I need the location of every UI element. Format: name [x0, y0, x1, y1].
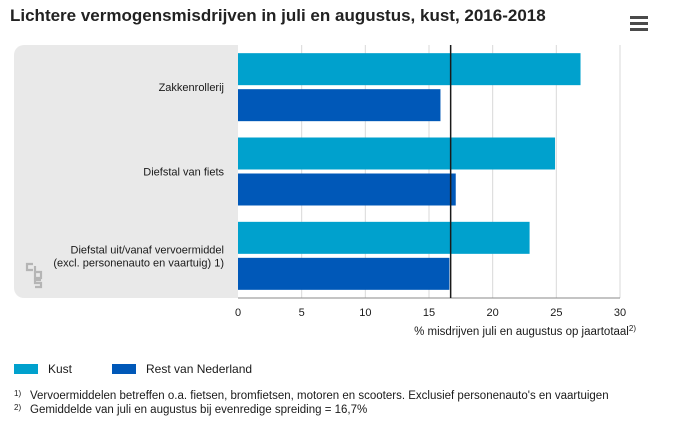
- legend-swatch-rest: [112, 364, 137, 374]
- chart-title: Lichtere vermogensmisdrijven in juli en …: [10, 6, 546, 25]
- bar-kust: [238, 221, 530, 254]
- footnote-1: 1) Vervoermiddelen betreffen o.a. fietse…: [14, 389, 609, 403]
- x-tick-label: 30: [614, 307, 626, 319]
- x-tick-label: 10: [359, 307, 371, 319]
- x-tick-label: 15: [423, 307, 435, 319]
- x-tick-label: 25: [550, 307, 562, 319]
- bar-rest: [238, 173, 456, 206]
- bar-rest: [238, 257, 450, 290]
- cbs-logo-icon: [25, 262, 43, 289]
- legend-swatch-kust: [14, 364, 38, 374]
- bar-rest: [238, 89, 441, 122]
- category-panel: [14, 45, 238, 298]
- chart-legend: Kust Rest van Nederland: [14, 362, 292, 376]
- legend-label-rest: Rest van Nederland: [146, 362, 253, 376]
- x-axis-label: % misdrijven juli en augustus op jaartot…: [414, 324, 636, 338]
- x-tick-label: 5: [299, 307, 305, 319]
- category-label: Diefstal uit/vanaf vervoermiddel: [71, 244, 224, 256]
- legend-item-kust[interactable]: Kust: [14, 362, 72, 376]
- category-panel-edge: [226, 45, 238, 298]
- category-label: Zakkenrollerij: [159, 82, 224, 94]
- footnote-text-1: Vervoermiddelen betreffen o.a. fietsen, …: [30, 390, 609, 402]
- footnote-mark-2: 2): [14, 403, 22, 412]
- footnotes: 1) Vervoermiddelen betreffen o.a. fietse…: [14, 389, 609, 417]
- x-axis-label-footnote: 2): [629, 324, 636, 333]
- footnote-mark-1: 1): [14, 389, 22, 398]
- x-tick-label: 20: [487, 307, 499, 319]
- category-label: Diefstal van fiets: [143, 167, 224, 179]
- legend-item-rest[interactable]: Rest van Nederland: [112, 362, 252, 376]
- bar-kust: [238, 53, 581, 86]
- legend-label-kust: Kust: [48, 362, 73, 376]
- footnote-2: 2) Gemiddelde van juli en augustus bij e…: [14, 403, 609, 417]
- footnote-text-2: Gemiddelde van juli en augustus bij even…: [30, 404, 368, 416]
- bar-kust: [238, 137, 556, 170]
- x-tick-label: 0: [235, 307, 241, 319]
- category-label: (excl. personenauto en vaartuig) 1): [53, 257, 224, 269]
- hamburger-menu-icon[interactable]: [630, 16, 648, 31]
- bar-chart: Zakkenrollerij Diefstal van fiets Diefstal…: [14, 45, 636, 338]
